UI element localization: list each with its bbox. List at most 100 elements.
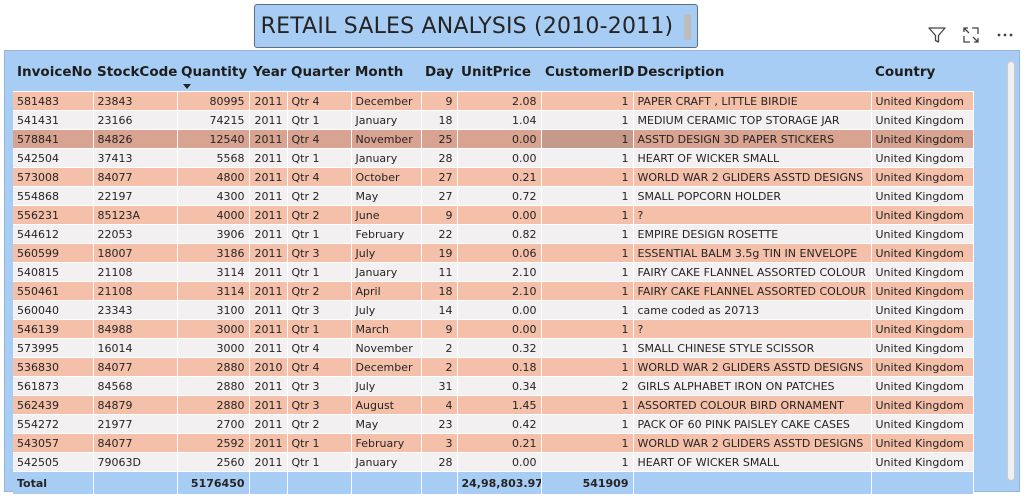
cell-quarter[interactable]: Qtr 3 [287,300,352,320]
cell-quantity[interactable]: 2700 [177,414,250,434]
report-title-box[interactable]: RETAIL SALES ANALYSIS (2010-2011) [254,4,698,48]
cell-stockcode[interactable]: 84077 [93,433,178,453]
cell-unitprice[interactable]: 0.18 [457,357,542,377]
table-row[interactable]: 560599 18007 3186 2011 Qtr 3 July 19 0.06 1 ESSEN… [13,243,974,263]
cell-day[interactable]: 27 [421,167,458,187]
cell-invoiceno[interactable]: 573008 [13,167,94,187]
cell-invoiceno[interactable]: 554868 [13,186,94,206]
cell-month[interactable]: August [351,395,422,415]
cell-description[interactable]: ASSTD DESIGN 3D PAPER STICKERS [633,129,872,149]
cell-year[interactable]: 2011 [249,205,288,225]
cell-invoiceno[interactable]: 556231 [13,205,94,225]
cell-country[interactable]: United Kingdom [871,300,974,320]
cell-stockcode[interactable]: 22053 [93,224,178,244]
cell-month[interactable]: March [351,319,422,339]
cell-stockcode[interactable]: 84826 [93,129,178,149]
cell-quantity[interactable]: 4300 [177,186,250,206]
cell-unitprice[interactable]: 2.08 [457,91,542,111]
cell-day[interactable]: 11 [421,262,458,282]
cell-description[interactable]: MEDIUM CERAMIC TOP STORAGE JAR [633,110,872,130]
cell-stockcode[interactable]: 37413 [93,148,178,168]
cell-month[interactable]: December [351,91,422,111]
cell-quantity[interactable]: 2880 [177,376,250,396]
cell-description[interactable]: ? [633,319,872,339]
column-header-year[interactable]: Year [253,64,287,80]
cell-country[interactable]: United Kingdom [871,357,974,377]
cell-stockcode[interactable]: 84077 [93,167,178,187]
cell-quarter[interactable]: Qtr 4 [287,91,352,111]
cell-description[interactable]: came coded as 20713 [633,300,872,320]
cell-customerid[interactable]: 1 [541,319,634,339]
cell-invoiceno[interactable]: 543057 [13,433,94,453]
cell-unitprice[interactable]: 0.21 [457,167,542,187]
cell-day[interactable]: 31 [421,376,458,396]
cell-country[interactable]: United Kingdom [871,338,974,358]
cell-quarter[interactable]: Qtr 2 [287,205,352,225]
cell-year[interactable]: 2010 [249,357,288,377]
cell-day[interactable]: 25 [421,129,458,149]
cell-invoiceno[interactable]: 541431 [13,110,94,130]
cell-year[interactable]: 2011 [249,167,288,187]
cell-quarter[interactable]: Qtr 4 [287,167,352,187]
cell-day[interactable]: 2 [421,357,458,377]
cell-unitprice[interactable]: 1.04 [457,110,542,130]
cell-quarter[interactable]: Qtr 1 [287,319,352,339]
cell-year[interactable]: 2011 [249,376,288,396]
cell-year[interactable]: 2011 [249,433,288,453]
cell-invoiceno[interactable]: 560040 [13,300,94,320]
table-row[interactable]: 544612 22053 3906 2011 Qtr 1 February 22 0.82 1 E… [13,224,974,244]
column-header-unitprice[interactable]: UnitPrice [461,64,531,80]
cell-customerid[interactable]: 1 [541,186,634,206]
table-row[interactable]: 536830 84077 2880 2010 Qtr 4 December 2 0.18 1 WO… [13,357,974,377]
cell-quantity[interactable]: 2592 [177,433,250,453]
cell-year[interactable]: 2011 [249,281,288,301]
cell-invoiceno[interactable]: 581483 [13,91,94,111]
cell-day[interactable]: 27 [421,186,458,206]
column-header-stockcode[interactable]: StockCode [97,64,178,80]
cell-description[interactable]: WORLD WAR 2 GLIDERS ASSTD DESIGNS [633,357,872,377]
cell-quantity[interactable]: 3114 [177,262,250,282]
cell-unitprice[interactable]: 2.10 [457,281,542,301]
cell-day[interactable]: 22 [421,224,458,244]
cell-invoiceno[interactable]: 546139 [13,319,94,339]
cell-month[interactable]: February [351,433,422,453]
cell-quantity[interactable]: 5568 [177,148,250,168]
cell-quarter[interactable]: Qtr 3 [287,395,352,415]
column-header-quantity[interactable]: Quantity [177,53,249,92]
cell-quarter[interactable]: Qtr 1 [287,224,352,244]
cell-unitprice[interactable]: 0.42 [457,414,542,434]
cell-month[interactable]: October [351,167,422,187]
cell-country[interactable]: United Kingdom [871,452,974,472]
cell-customerid[interactable]: 1 [541,129,634,149]
cell-country[interactable]: United Kingdom [871,376,974,396]
cell-invoiceno[interactable]: 562439 [13,395,94,415]
cell-country[interactable]: United Kingdom [871,186,974,206]
cell-stockcode[interactable]: 21977 [93,414,178,434]
table-row[interactable]: 554868 22197 4300 2011 Qtr 2 May 27 0.72 1 SMALL … [13,186,974,206]
cell-description[interactable]: WORLD WAR 2 GLIDERS ASSTD DESIGNS [633,433,872,453]
column-header-invoiceno[interactable]: InvoiceNo [17,64,93,80]
table-row[interactable]: 581483 23843 80995 2011 Qtr 4 December 9 2.08 1 P… [13,91,974,111]
cell-description[interactable]: FAIRY CAKE FLANNEL ASSORTED COLOUR [633,281,872,301]
cell-quarter[interactable]: Qtr 4 [287,357,352,377]
column-header-description[interactable]: Description [637,64,725,80]
cell-quantity[interactable]: 3114 [177,281,250,301]
cell-unitprice[interactable]: 0.32 [457,338,542,358]
cell-invoiceno[interactable]: 540815 [13,262,94,282]
cell-customerid[interactable]: 1 [541,167,634,187]
cell-month[interactable]: January [351,262,422,282]
cell-day[interactable]: 4 [421,395,458,415]
cell-customerid[interactable]: 1 [541,395,634,415]
cell-country[interactable]: United Kingdom [871,243,974,263]
cell-country[interactable]: United Kingdom [871,224,974,244]
more-options-icon[interactable] [994,24,1016,46]
cell-year[interactable]: 2011 [249,300,288,320]
cell-day[interactable]: 18 [421,281,458,301]
cell-quarter[interactable]: Qtr 1 [287,262,352,282]
cell-quantity[interactable]: 3000 [177,319,250,339]
cell-stockcode[interactable]: 16014 [93,338,178,358]
cell-quarter[interactable]: Qtr 4 [287,129,352,149]
cell-stockcode[interactable]: 23843 [93,91,178,111]
cell-day[interactable]: 14 [421,300,458,320]
cell-stockcode[interactable]: 84988 [93,319,178,339]
